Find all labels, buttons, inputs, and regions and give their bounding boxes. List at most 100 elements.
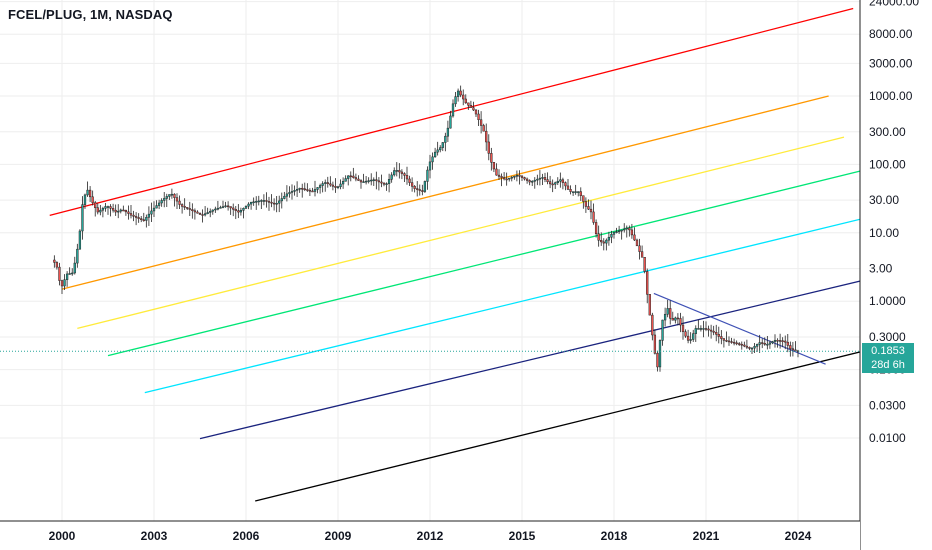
candle: [671, 311, 674, 321]
candle: [134, 212, 138, 226]
channel-line-5[interactable]: [144, 206, 912, 394]
channel-lines: [49, 7, 921, 502]
candle: [370, 173, 373, 186]
candle: [94, 200, 97, 217]
candle: [234, 205, 237, 220]
chart-grid: [0, 0, 860, 521]
channel-line-6[interactable]: [199, 266, 921, 440]
candle: [523, 176, 526, 181]
channel-line-2[interactable]: [61, 95, 829, 290]
candle: [398, 163, 401, 179]
candle: [577, 191, 580, 197]
candle: [513, 175, 516, 180]
candle: [433, 147, 437, 158]
candle: [681, 316, 685, 340]
candle: [347, 175, 350, 186]
candle: [528, 179, 531, 186]
candle: [352, 167, 355, 179]
candle: [571, 191, 575, 196]
candle: [193, 208, 197, 220]
candle: [587, 199, 590, 211]
downtrend-line[interactable]: [653, 292, 826, 365]
candle: [704, 321, 708, 332]
candle: [324, 179, 327, 192]
candle: [252, 197, 255, 206]
channel-line-4[interactable]: [107, 166, 875, 357]
candle: [127, 205, 130, 220]
candle: [196, 210, 199, 214]
candle: [771, 340, 774, 345]
candle: [180, 203, 184, 214]
candle: [416, 181, 419, 197]
price-axis-label: 3000.00: [869, 56, 913, 70]
price-axis-label: 24000.00: [869, 0, 919, 9]
candle: [278, 195, 281, 213]
symbol-title[interactable]: FCEL/PLUG, 1M, NASDAQ: [8, 7, 173, 22]
candle: [400, 169, 404, 180]
channel-line-7[interactable]: [255, 336, 921, 502]
candle: [306, 183, 309, 192]
candle: [339, 179, 342, 190]
candle: [674, 316, 677, 324]
candle: [175, 193, 179, 210]
candle: [643, 257, 646, 274]
candle: [426, 166, 429, 190]
candle: [170, 188, 174, 199]
candle: [275, 196, 278, 213]
candle: [648, 294, 651, 316]
price-axis-label: 0.3000: [869, 330, 906, 344]
candle: [717, 326, 720, 344]
candle: [497, 169, 501, 181]
candle: [776, 338, 779, 348]
candle: [150, 202, 153, 222]
candle: [669, 300, 672, 325]
channel-line-3[interactable]: [77, 136, 845, 330]
candle: [467, 102, 470, 110]
candle: [656, 350, 659, 372]
candle: [456, 88, 460, 102]
candle: [666, 299, 669, 318]
time-axis-label: 2003: [141, 529, 168, 543]
candle: [602, 238, 605, 251]
candle: [53, 255, 56, 268]
candle: [748, 346, 751, 351]
candle: [201, 209, 204, 223]
candle: [559, 172, 562, 188]
candle: [60, 279, 64, 294]
candle: [773, 334, 777, 348]
candle: [298, 187, 301, 193]
candle: [147, 206, 151, 226]
candle: [63, 274, 66, 290]
candle: [285, 185, 289, 202]
time-axis-label: 2009: [325, 529, 352, 543]
candle: [413, 185, 416, 193]
candle: [359, 179, 363, 189]
candle: [262, 194, 266, 206]
candle: [295, 181, 299, 198]
candle: [651, 312, 654, 341]
candle: [554, 181, 557, 189]
candle: [720, 330, 723, 345]
candle: [485, 123, 488, 151]
candle: [83, 193, 87, 209]
candle: [607, 231, 611, 246]
candle: [531, 180, 534, 187]
candle: [410, 177, 414, 192]
candle: [474, 109, 478, 118]
candle: [367, 177, 370, 184]
candle: [623, 223, 626, 233]
time-axis[interactable]: 2000 2003 2006 2009 2012 2015 2018 2021 2024: [49, 529, 812, 543]
channel-line-1[interactable]: [49, 7, 854, 216]
candle: [280, 192, 283, 209]
candle: [186, 207, 189, 210]
candle: [117, 204, 120, 219]
candle: [505, 172, 508, 186]
candle: [464, 94, 467, 104]
candle: [88, 186, 92, 203]
candle: [686, 329, 690, 344]
candle: [472, 101, 475, 112]
candle: [661, 319, 664, 346]
candle: [715, 324, 718, 342]
candle: [390, 172, 393, 183]
